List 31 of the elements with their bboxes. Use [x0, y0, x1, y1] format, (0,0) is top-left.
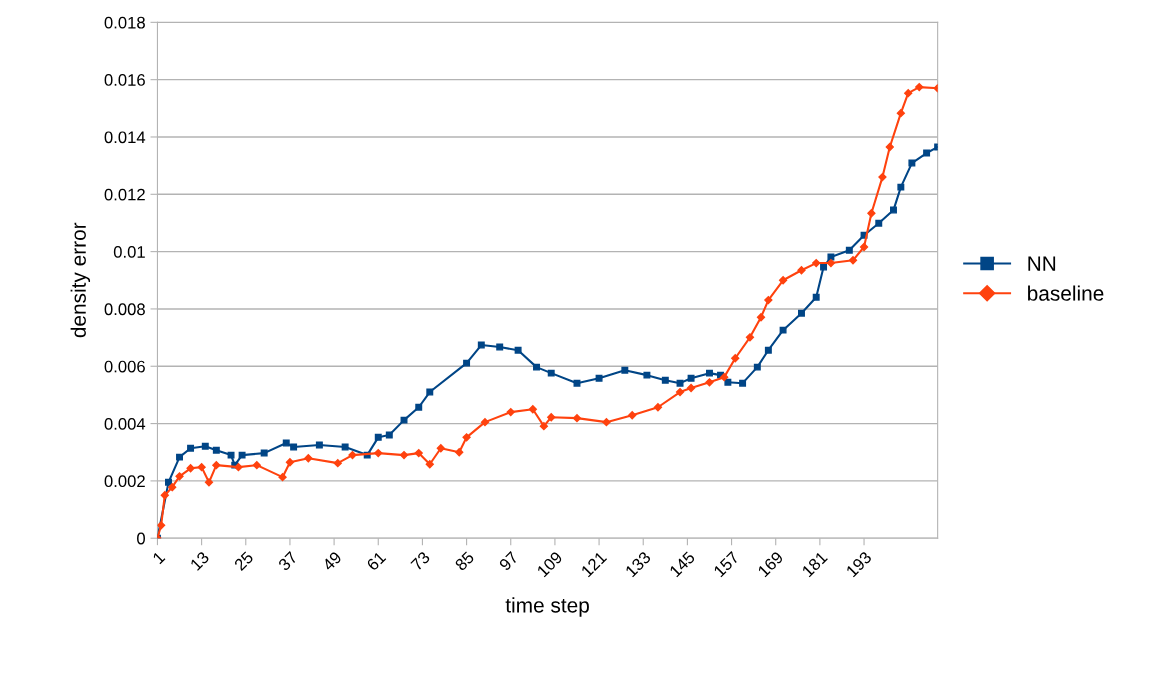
x-tick-label: 145	[669, 550, 696, 578]
x-tick-label: 109	[536, 550, 564, 578]
y-tick-label: 0.018	[104, 16, 145, 29]
x-tick-label: 121	[580, 550, 608, 578]
x-tick-label: 97	[498, 550, 519, 572]
y-tick-label: 0.016	[104, 74, 145, 86]
x-tick-label: 181	[801, 550, 828, 578]
x-tick-label: 61	[366, 550, 387, 572]
y-tick-label: 0.006	[104, 360, 145, 373]
y-tick-label: 0	[137, 532, 145, 545]
y-tick-label: 0.004	[104, 417, 146, 430]
x-tick-label: 169	[757, 550, 784, 578]
x-tick-label: 49	[321, 550, 343, 572]
x-tick-label: 13	[189, 550, 210, 571]
x-tick-label: 73	[410, 550, 431, 572]
legend-label: NN	[1028, 256, 1056, 271]
x-tick-label: 37	[277, 550, 298, 572]
x-tick-label: 193	[845, 550, 873, 578]
y-tick-label: 0.012	[104, 188, 145, 201]
x-tick-label: 133	[624, 550, 652, 578]
y-tick-label: 0.008	[104, 303, 145, 316]
x-tick-label: 25	[233, 550, 254, 572]
x-tick-label: 157	[713, 551, 740, 578]
y-tick-label: 0.01	[113, 246, 145, 258]
y-axis-title: density error	[70, 222, 91, 338]
x-tick-label: 1	[152, 551, 166, 565]
x-axis-title: time step	[505, 597, 589, 617]
y-tick-label: 0.002	[104, 475, 145, 488]
legend-label: baseline	[1028, 285, 1104, 301]
x-tick-label: 85	[454, 550, 475, 572]
y-tick-label: 0.014	[104, 131, 146, 144]
